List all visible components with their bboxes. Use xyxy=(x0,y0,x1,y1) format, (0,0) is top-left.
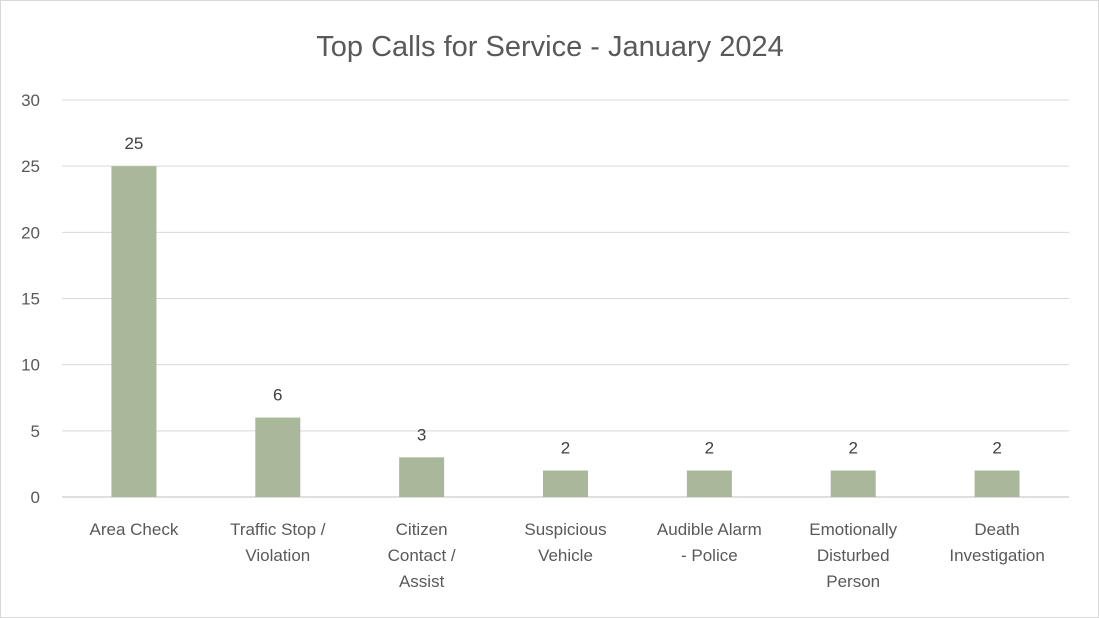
data-labels: 25 6 3 2 2 2 2 xyxy=(124,134,1001,457)
y-tick-label: 25 xyxy=(21,157,40,176)
category-label: Emotionally Disturbed Person xyxy=(809,520,897,591)
bar xyxy=(543,470,588,497)
category-label: Area Check xyxy=(90,520,179,539)
chart-title: Top Calls for Service - January 2024 xyxy=(316,31,783,63)
data-label: 2 xyxy=(705,439,714,458)
category-label: Audible Alarm - Police xyxy=(657,520,762,565)
category-label: Death Investigation xyxy=(949,520,1044,565)
y-tick-label: 5 xyxy=(31,422,40,441)
y-tick-label: 0 xyxy=(31,488,40,507)
y-tick-label: 20 xyxy=(21,223,40,242)
data-label: 2 xyxy=(561,439,570,458)
y-tick-label: 10 xyxy=(21,356,40,375)
data-label: 25 xyxy=(124,134,143,153)
y-tick-label: 30 xyxy=(21,91,40,110)
category-label: Citizen Contact / Assist xyxy=(388,520,456,591)
data-label: 3 xyxy=(417,425,426,444)
bar xyxy=(830,470,876,497)
gridlines xyxy=(62,99,1069,498)
y-axis-ticks: 0 5 10 15 20 25 30 xyxy=(21,91,40,507)
bar xyxy=(974,470,1020,497)
data-label: 2 xyxy=(992,439,1001,458)
data-label: 2 xyxy=(848,439,857,458)
y-tick-label: 15 xyxy=(21,290,40,309)
x-axis-categories: Area Check Traffic Stop / Violation Citizen… xyxy=(90,520,1045,591)
bar xyxy=(255,417,301,497)
category-label: Suspicious Vehicle xyxy=(524,520,606,565)
bar xyxy=(686,470,732,497)
category-label: Traffic Stop / Violation xyxy=(230,520,326,565)
data-label: 6 xyxy=(273,386,282,405)
bars xyxy=(111,166,1020,497)
bar xyxy=(111,166,157,497)
bar xyxy=(399,457,445,497)
